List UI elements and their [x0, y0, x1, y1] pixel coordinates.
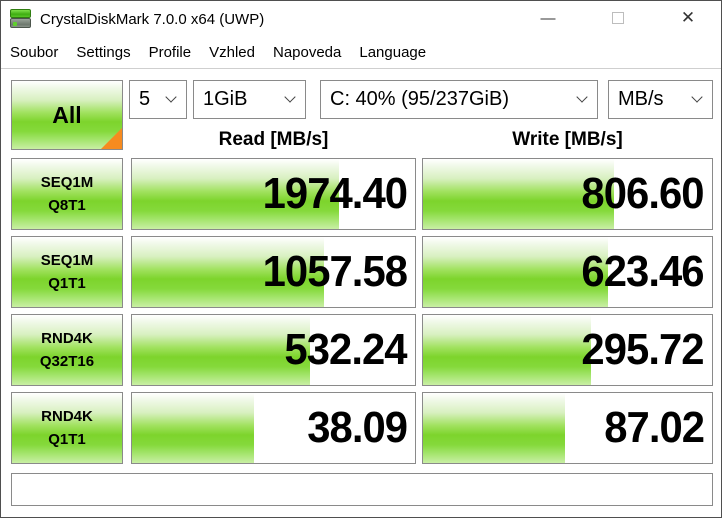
disk-icon-led — [13, 22, 17, 26]
test-button-rnd4k-q1t1[interactable]: RND4K Q1T1 — [11, 392, 123, 464]
unit-value: MB/s — [618, 88, 664, 110]
result-bar — [423, 315, 591, 385]
close-button[interactable]: ✕ — [665, 1, 711, 35]
test-size-select[interactable]: 1GiB — [193, 80, 306, 119]
result-bar — [132, 159, 339, 229]
disk-icon-body — [10, 18, 31, 28]
test-button-seq1m-q1t1[interactable]: SEQ1M Q1T1 — [11, 236, 123, 308]
chevron-down-icon — [284, 90, 296, 103]
test-button-seq1m-q8t1[interactable]: SEQ1M Q8T1 — [11, 158, 123, 230]
menu-vzhled[interactable]: Vzhled — [209, 44, 255, 61]
write-value: 295.72 — [581, 325, 705, 374]
test-qt-label: Q8T1 — [48, 197, 86, 214]
read-value: 38.09 — [307, 403, 408, 452]
test-name-label: RND4K — [41, 408, 93, 425]
chevron-down-icon — [691, 90, 703, 103]
read-value: 1057.58 — [262, 247, 408, 296]
result-bar — [423, 393, 565, 463]
read-result-cell: 532.24 — [131, 314, 416, 386]
chevron-down-icon — [576, 90, 588, 103]
menu-bar: Soubor Settings Profile Vzhled Napoveda … — [1, 37, 721, 69]
test-size-value: 1GiB — [203, 88, 248, 110]
window-title: CrystalDiskMark 7.0.0 x64 (UWP) — [40, 10, 265, 28]
target-drive-value: C: 40% (95/237GiB) — [330, 88, 509, 110]
write-result-cell: 295.72 — [422, 314, 713, 386]
result-bar — [132, 237, 325, 307]
read-column-header: Read [MB/s] — [218, 129, 329, 150]
minimize-icon: — — [540, 9, 556, 27]
write-value: 806.60 — [581, 169, 705, 218]
test-qt-label: Q1T1 — [48, 275, 86, 292]
read-value: 532.24 — [284, 325, 408, 374]
title-bar: CrystalDiskMark 7.0.0 x64 (UWP) — [1, 1, 721, 37]
maximize-icon — [612, 12, 624, 24]
disk-icon-platter — [10, 9, 31, 18]
target-drive-select[interactable]: C: 40% (95/237GiB) — [320, 80, 598, 119]
write-value: 623.46 — [581, 247, 705, 296]
test-qt-label: Q1T1 — [48, 431, 86, 448]
test-count-value: 5 — [139, 88, 151, 110]
close-icon: ✕ — [680, 8, 696, 27]
test-name-label: SEQ1M — [40, 174, 94, 191]
all-test-button[interactable]: All — [11, 80, 123, 150]
read-result-cell: 38.09 — [131, 392, 416, 464]
chevron-down-icon — [165, 90, 177, 103]
unit-select[interactable]: MB/s — [608, 80, 713, 119]
minimize-button[interactable]: — — [525, 1, 571, 35]
menu-profile[interactable]: Profile — [148, 44, 192, 61]
read-result-cell: 1974.40 — [131, 158, 416, 230]
menu-napoveda[interactable]: Napoveda — [272, 44, 342, 61]
result-bar — [423, 237, 608, 307]
all-button-label: All — [52, 101, 82, 128]
menu-soubor[interactable]: Soubor — [10, 44, 59, 61]
read-result-cell: 1057.58 — [131, 236, 416, 308]
result-bar — [132, 393, 254, 463]
maximize-button — [595, 1, 641, 35]
read-value: 1974.40 — [262, 169, 408, 218]
test-name-label: RND4K — [41, 330, 93, 347]
write-column-header: Write [MB/s] — [512, 129, 623, 150]
test-name-label: SEQ1M — [40, 252, 94, 269]
write-value: 87.02 — [604, 403, 705, 452]
test-button-rnd4k-q32t16[interactable]: RND4K Q32T16 — [11, 314, 123, 386]
write-result-cell: 806.60 — [422, 158, 713, 230]
test-count-select[interactable]: 5 — [129, 80, 187, 119]
all-button-corner-triangle — [101, 128, 122, 149]
write-result-cell: 87.02 — [422, 392, 713, 464]
menu-settings[interactable]: Settings — [76, 44, 131, 61]
status-message-box — [11, 473, 713, 506]
app-disk-icon — [10, 8, 32, 30]
test-qt-label: Q32T16 — [39, 353, 95, 370]
menu-language[interactable]: Language — [359, 44, 427, 61]
write-result-cell: 623.46 — [422, 236, 713, 308]
result-bar — [132, 315, 311, 385]
result-bar — [423, 159, 614, 229]
